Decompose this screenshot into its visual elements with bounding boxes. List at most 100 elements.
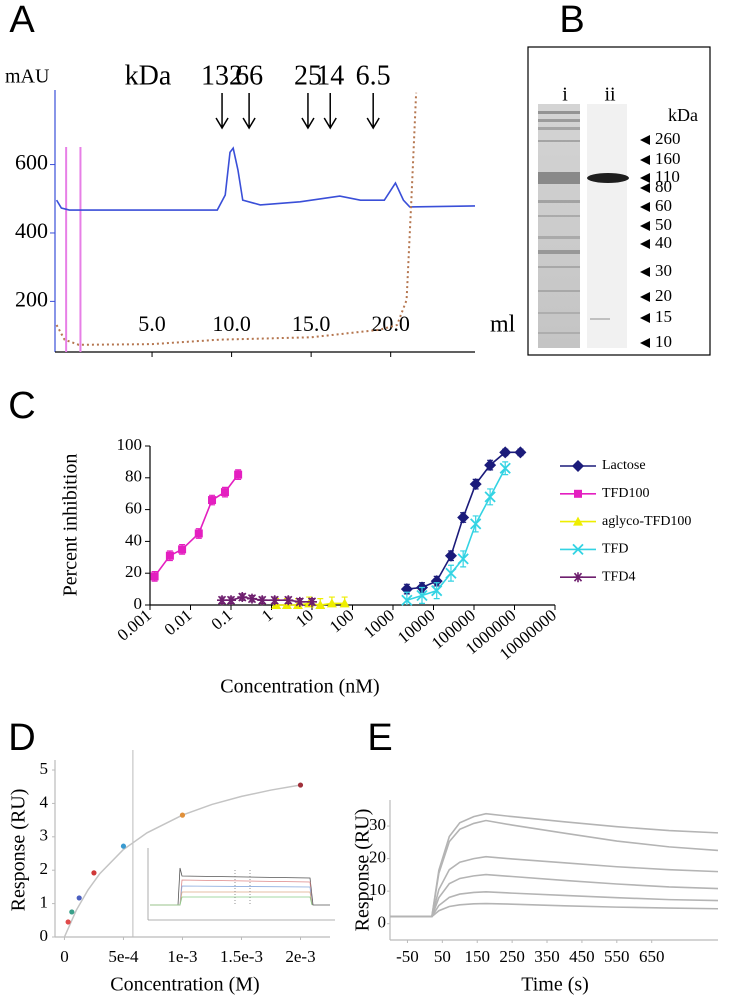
legend-label: aglyco-TFD100	[602, 514, 691, 529]
x-tick-label: 150	[464, 947, 490, 966]
data-point	[226, 595, 236, 606]
x-tick-label: 100	[326, 606, 358, 637]
y-tick-label: 60	[125, 499, 142, 518]
gel-marker-label: 260	[655, 129, 681, 148]
data-point	[470, 518, 482, 530]
gel-marker-label: 60	[655, 196, 672, 215]
data-point	[194, 529, 203, 538]
marker-arrow	[366, 93, 380, 130]
gel-marker-label: 50	[655, 215, 672, 234]
y-tick-label: 80	[125, 467, 142, 486]
x-tick-label: 5.0	[138, 311, 166, 336]
gel-marker-arrow	[640, 202, 650, 212]
gel-marker-arrow	[640, 135, 650, 145]
data-point	[339, 598, 350, 608]
gel-marker-arrow	[640, 267, 650, 277]
y-tick-label: 0	[134, 594, 143, 613]
data-point	[208, 496, 217, 505]
y-tick-label: 40	[125, 530, 142, 549]
data-point	[484, 491, 496, 503]
gel-marker-arrow	[640, 313, 650, 323]
x-tick-label: 50	[434, 947, 451, 966]
y-tick-label: 1	[40, 893, 49, 912]
gel-lane	[587, 104, 627, 348]
marker-title: kDa	[125, 60, 172, 91]
data-point	[430, 575, 443, 588]
data-point	[65, 919, 71, 925]
series-line	[55, 92, 418, 346]
data-point	[283, 595, 294, 606]
x-axis-label: Time (s)	[521, 974, 589, 996]
gel-marker-label: 10	[655, 332, 672, 351]
panel-letter: E	[367, 717, 392, 759]
fit-curve	[63, 784, 301, 938]
lane-label: ii	[604, 84, 616, 106]
data-point	[91, 870, 97, 876]
data-point	[431, 585, 443, 597]
y-tick-label: 0	[40, 926, 49, 945]
data-point	[165, 551, 174, 560]
gel-bands	[538, 111, 629, 334]
marker-arrow	[301, 93, 315, 130]
gel-marker-arrow	[640, 183, 650, 193]
series-line	[390, 902, 719, 918]
marker-arrow	[323, 93, 337, 130]
x-tick-label: 0	[60, 947, 69, 966]
data-point	[444, 549, 457, 562]
x-tick-label: 0.1	[208, 606, 236, 634]
x-tick-label: 10.0	[212, 311, 251, 336]
panel-letter: C	[8, 385, 35, 427]
panel-letter: A	[9, 0, 35, 41]
gel-marker-arrow	[640, 155, 650, 165]
data-point	[76, 895, 82, 901]
data-point	[237, 592, 248, 603]
marker-label: 6.5	[356, 60, 391, 91]
gel-marker-arrow	[640, 292, 650, 302]
y-axis-label: Percent inhibition	[60, 454, 82, 597]
x-tick-label: 1000	[360, 606, 398, 642]
x-tick-label: 550	[604, 947, 630, 966]
y-axis-label: Response (RU)	[352, 809, 374, 932]
x-axis-label: Concentration (M)	[110, 974, 259, 996]
gel-panel: B i ii kDa	[527, 0, 711, 356]
data-point	[220, 488, 229, 497]
gel-marker-label: 15	[655, 307, 672, 326]
marker-arrow	[242, 93, 256, 130]
data-point	[281, 600, 292, 609]
data-point	[499, 446, 512, 459]
x-tick-label: 20.0	[371, 311, 410, 336]
gel-marker-arrow	[640, 338, 650, 348]
x-tick-label: 2e-3	[285, 947, 315, 966]
x-tick-label: 1.5e-3	[220, 947, 263, 966]
legend-marker	[573, 572, 583, 583]
data-point	[401, 594, 413, 606]
data-point	[271, 600, 282, 609]
data-point	[457, 511, 470, 524]
x-tick-label: 5e-4	[108, 947, 139, 966]
data-point	[234, 470, 243, 479]
y-tick-label: 0	[378, 913, 387, 932]
x-tick-label: -50	[396, 947, 419, 966]
panel-letter: B	[559, 0, 584, 41]
x-tick-label: 250	[499, 947, 525, 966]
y-tick-label: 3	[40, 826, 49, 845]
marker-label: 14	[316, 60, 344, 91]
gel-marker-arrow	[640, 221, 650, 231]
y-tick-label: 5	[40, 759, 49, 778]
data-point	[257, 595, 268, 606]
data-point	[445, 567, 457, 579]
gel-marker-arrow	[640, 239, 650, 249]
data-point	[315, 600, 326, 609]
x-tick-label: 650	[639, 947, 665, 966]
data-point	[457, 553, 469, 565]
lane-label: i	[562, 84, 568, 106]
y-tick-label: 10	[369, 880, 386, 899]
panel-letter: D	[8, 717, 35, 759]
unit-label: kDa	[668, 105, 698, 125]
series-line	[390, 819, 719, 918]
y-tick-label: 20	[125, 562, 142, 581]
data-point	[69, 909, 75, 915]
data-point	[247, 593, 257, 604]
series-line	[390, 891, 719, 918]
